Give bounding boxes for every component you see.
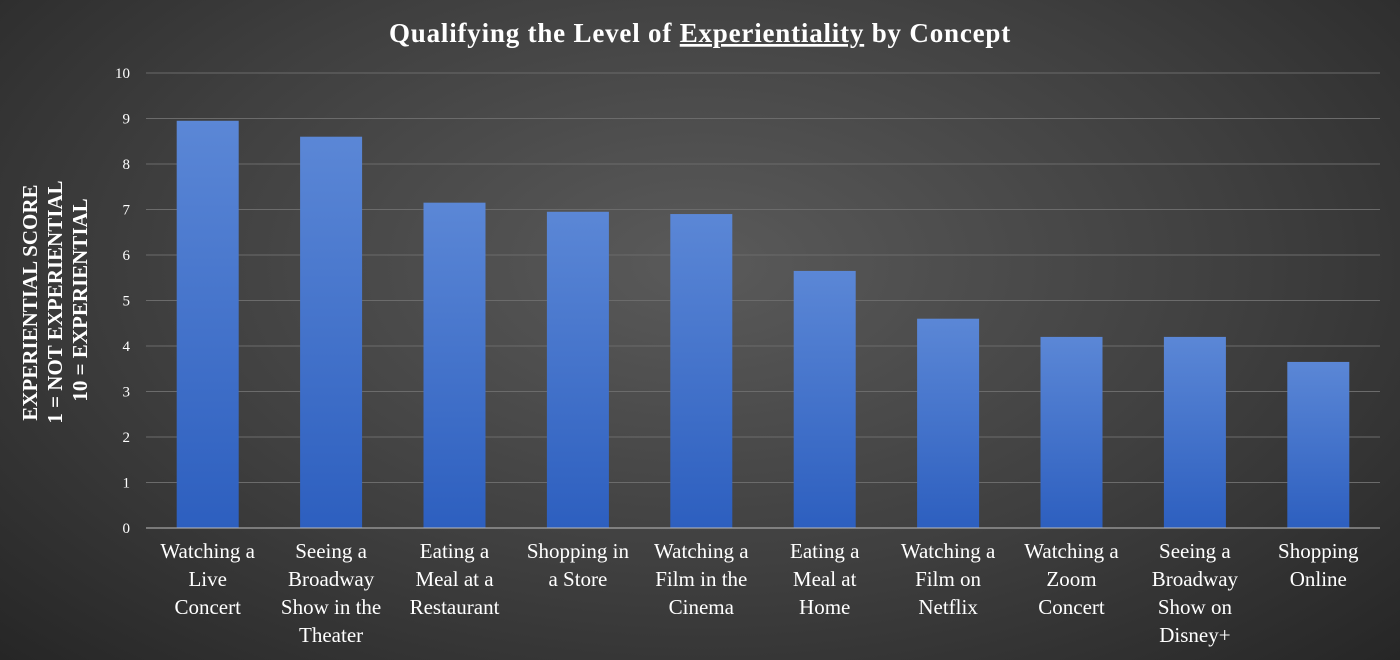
y-tick-label: 3 xyxy=(123,385,131,401)
y-tick-label: 6 xyxy=(123,248,131,264)
bars xyxy=(176,120,1350,529)
bar xyxy=(1287,361,1350,528)
x-tick-label: Eating a Meal at Home xyxy=(790,539,860,619)
bar xyxy=(1040,336,1103,528)
y-axis-label-line-3: 10 = EXPERIENTIAL xyxy=(68,198,92,401)
y-tick-label: 2 xyxy=(123,430,131,446)
x-tick-label: Seeing a Broadway Show on Disney+ xyxy=(1152,539,1239,647)
bar xyxy=(670,214,733,529)
y-tick-label: 5 xyxy=(123,294,131,310)
x-tick-label: Watching a Film on Netflix xyxy=(901,539,996,619)
y-tick-label: 7 xyxy=(123,203,131,219)
y-tick-label: 8 xyxy=(123,157,131,173)
chart-title-part-1: Qualifying the Level of xyxy=(389,18,680,48)
x-tick-label: Watching a Film in the Cinema xyxy=(654,539,749,619)
y-axis-label-line-2: 1 = NOT EXPERIENTIAL xyxy=(43,180,67,423)
y-axis-label: EXPERIENTIAL SCORE 1 = NOT EXPERIENTIAL … xyxy=(18,176,92,423)
chart-title-part-3: by Concept xyxy=(864,18,1011,48)
bar xyxy=(176,120,239,529)
x-tick-label: Shopping Online xyxy=(1278,539,1359,591)
bar xyxy=(917,318,980,528)
y-tick-label: 0 xyxy=(123,521,131,537)
y-tick-label: 4 xyxy=(123,339,131,355)
x-tick-label: Seeing a Broadway Show in the Theater xyxy=(281,539,381,647)
y-tick-label: 9 xyxy=(123,112,131,128)
bar xyxy=(423,202,486,529)
bar xyxy=(300,136,363,528)
x-axis-ticks: Watching a Live Concert Seeing a Broadway Sho… xyxy=(160,539,1359,647)
x-tick-label: Watching a Zoom Concert xyxy=(1024,539,1119,619)
y-tick-label: 1 xyxy=(123,476,131,492)
bar xyxy=(546,211,609,528)
y-axis-label-line-1: EXPERIENTIAL SCORE xyxy=(18,184,42,420)
bar xyxy=(793,270,856,528)
y-axis-ticks: 0 1 2 3 4 5 6 7 8 9 10 xyxy=(115,66,131,537)
chart-title: Qualifying the Level of Experientiality … xyxy=(389,18,1011,48)
chart-title-part-2: Experientiality xyxy=(680,18,864,48)
x-tick-label: Eating a Meal at a Restaurant xyxy=(410,539,500,619)
y-tick-label: 10 xyxy=(115,66,130,82)
x-tick-label: Watching a Live Concert xyxy=(160,539,255,619)
x-tick-label: Shopping in a Store xyxy=(527,539,630,591)
bar xyxy=(1163,336,1226,528)
